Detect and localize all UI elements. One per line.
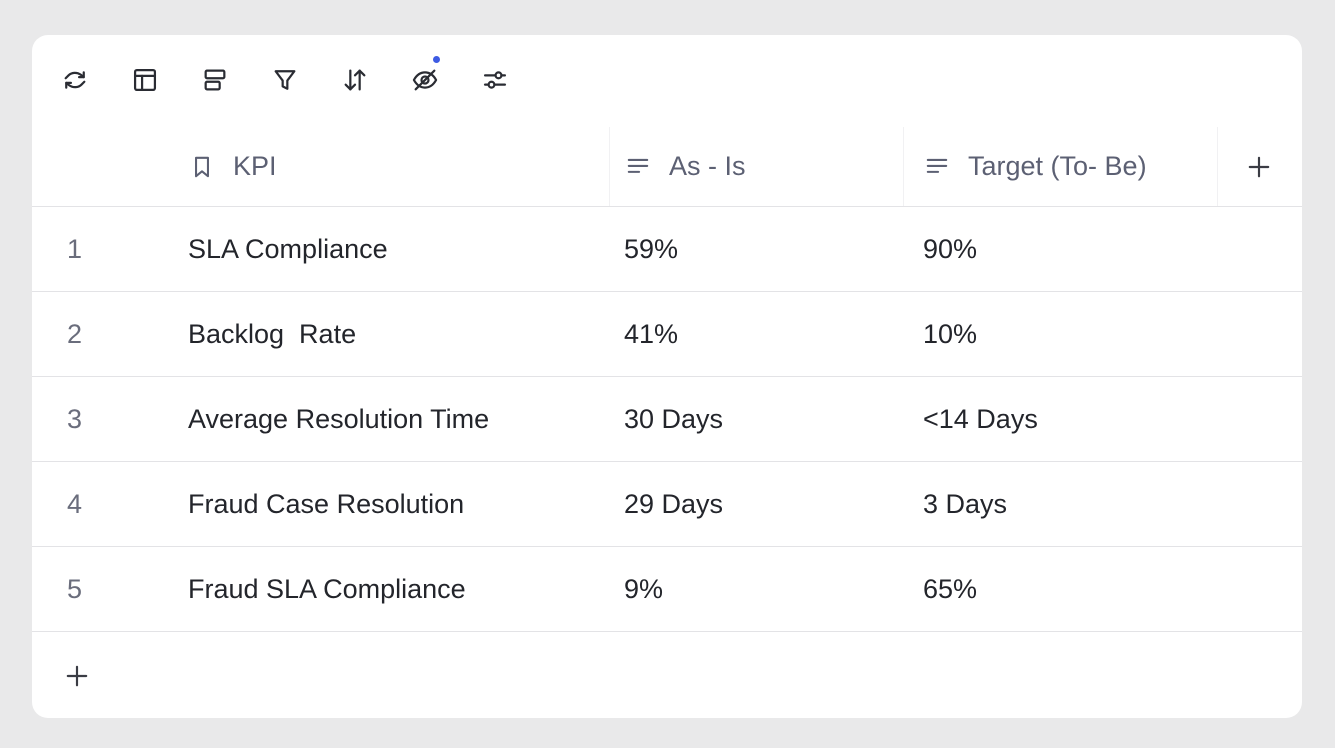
kpi-cell[interactable]: Fraud Case Resolution xyxy=(188,488,465,519)
row-number: 5 xyxy=(67,573,83,604)
as-is-cell[interactable]: 41% xyxy=(624,318,679,349)
kpi-cell[interactable]: Fraud SLA Compliance xyxy=(188,573,466,604)
kpi-table-card: KPI As - Is Target (To- Be) xyxy=(32,35,1302,718)
as-is-cell[interactable]: 30 Days xyxy=(624,403,724,434)
target-cell[interactable]: 3 Days xyxy=(923,488,1008,519)
target-cell[interactable]: 10% xyxy=(923,318,978,349)
plus-icon xyxy=(66,665,88,687)
table-row[interactable]: 3 Average Resolution Time 30 Days <14 Da… xyxy=(32,377,1302,462)
refresh-icon xyxy=(64,71,86,89)
as-is-cell[interactable]: 29 Days xyxy=(624,488,724,519)
row-number: 1 xyxy=(67,233,83,264)
column-divider xyxy=(609,127,610,206)
target-cell[interactable]: 90% xyxy=(923,233,978,264)
column-divider xyxy=(903,127,904,206)
group-button[interactable] xyxy=(198,63,232,97)
row-number: 4 xyxy=(67,488,83,519)
target-cell[interactable]: 65% xyxy=(923,573,978,604)
filter-icon xyxy=(274,70,296,90)
text-lines-icon xyxy=(627,158,649,173)
group-icon xyxy=(204,69,226,91)
plus-icon xyxy=(1248,156,1270,178)
target-cell[interactable]: <14 Days xyxy=(923,403,1038,434)
active-indicator-dot xyxy=(433,56,440,63)
row-number: 2 xyxy=(67,318,83,349)
layout-button[interactable] xyxy=(128,63,162,97)
as-is-cell[interactable]: 9% xyxy=(624,573,664,604)
layout-icon xyxy=(133,68,157,92)
table-toolbar xyxy=(32,35,1302,127)
settings-button[interactable] xyxy=(478,63,512,97)
as-is-cell[interactable]: 59% xyxy=(624,233,679,264)
column-header-label: Target (To- Be) xyxy=(968,151,1147,181)
sort-button[interactable] xyxy=(338,63,372,97)
hide-fields-button[interactable] xyxy=(408,56,442,97)
sort-icon xyxy=(344,69,366,91)
settings-sliders-icon xyxy=(483,71,507,89)
table-row[interactable]: 1 SLA Compliance 59% 90% xyxy=(32,207,1302,292)
column-header-kpi[interactable]: KPI xyxy=(189,127,277,206)
kpi-cell[interactable]: SLA Compliance xyxy=(188,233,388,264)
column-divider xyxy=(1217,127,1218,206)
column-header-label: As - Is xyxy=(669,151,746,181)
kpi-cell[interactable]: Backlog Rate xyxy=(188,318,357,349)
table-row[interactable]: 5 Fraud SLA Compliance 9% 65% xyxy=(32,547,1302,632)
column-header-label: KPI xyxy=(233,151,277,181)
add-column-button[interactable] xyxy=(1242,150,1276,184)
table-header: KPI As - Is Target (To- Be) xyxy=(32,127,1302,207)
hide-fields-icon xyxy=(412,69,438,91)
table-row[interactable]: 2 Backlog Rate 41% 10% xyxy=(32,292,1302,377)
column-header-target[interactable]: Target (To- Be) xyxy=(924,127,1147,206)
filter-button[interactable] xyxy=(268,63,302,97)
refresh-button[interactable] xyxy=(58,63,92,97)
column-header-as-is[interactable]: As - Is xyxy=(625,127,746,206)
row-number: 3 xyxy=(67,403,83,434)
bookmark-icon xyxy=(195,156,209,177)
add-row-button[interactable] xyxy=(60,659,94,693)
table-row[interactable]: 4 Fraud Case Resolution 29 Days 3 Days xyxy=(32,462,1302,547)
kpi-cell[interactable]: Average Resolution Time xyxy=(188,403,490,434)
text-lines-icon xyxy=(926,158,948,173)
